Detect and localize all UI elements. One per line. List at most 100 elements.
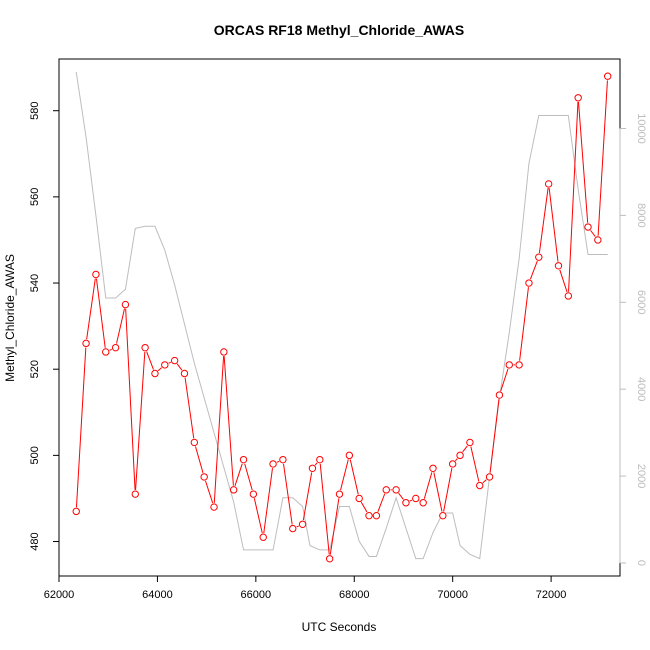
data-point — [180, 369, 189, 378]
data-point — [190, 438, 199, 447]
series-segment-red — [500, 368, 509, 392]
series-segment-red — [116, 308, 125, 344]
data-point — [298, 520, 307, 528]
x-tick-label: 62000 — [44, 589, 75, 601]
data-point — [92, 270, 100, 279]
y-tick-label: 520 — [29, 360, 41, 378]
series-segment-red — [398, 492, 404, 500]
data-point — [289, 524, 297, 533]
y-tick-label: 480 — [29, 532, 41, 550]
chart-title: ORCAS RF18 Methyl_Chloride_AWAS — [214, 22, 465, 38]
data-point — [456, 451, 464, 460]
data-point — [102, 348, 110, 356]
series-segment-red — [146, 351, 154, 370]
data-point — [505, 361, 513, 369]
series-segment-red — [319, 463, 330, 555]
series-segment-red — [135, 351, 146, 490]
data-point — [82, 339, 90, 348]
data-point — [121, 300, 130, 309]
y2-tick-label: 10000 — [635, 113, 647, 144]
series-segment-red — [109, 348, 112, 351]
data-point — [131, 490, 139, 498]
series-segment-red — [409, 499, 413, 502]
series-segment-red — [568, 101, 579, 292]
series-segment-red — [195, 446, 204, 474]
data-point — [372, 511, 381, 520]
x-axis-label: UTC Seconds — [302, 620, 377, 634]
data-point — [325, 555, 334, 563]
x-tick-label: 72000 — [536, 589, 567, 601]
plot-frame — [58, 58, 621, 577]
series-segment-red — [204, 480, 214, 504]
series-segment-red — [302, 472, 313, 521]
y-tick-label: 560 — [29, 188, 41, 206]
data-point — [544, 180, 553, 188]
data-point — [161, 361, 169, 369]
data-point — [419, 499, 427, 507]
y2-tick-label: 8000 — [635, 203, 647, 227]
data-point — [574, 94, 582, 102]
data-point — [466, 438, 474, 447]
series-segment-red — [283, 463, 293, 525]
series-segment-red — [223, 356, 234, 486]
data-point — [355, 494, 363, 503]
data-point — [412, 494, 420, 503]
series-segment-red — [423, 472, 433, 499]
data-point — [535, 253, 543, 261]
series-segment-red — [125, 308, 136, 490]
series-segment-red — [168, 361, 171, 364]
series-red — [72, 72, 612, 563]
series-segment-red — [176, 363, 183, 371]
data-point — [345, 451, 354, 460]
series-segment-red — [443, 468, 453, 512]
data-point — [365, 511, 373, 520]
y-axis-label: Methyl_Chloride_AWAS — [3, 254, 17, 382]
series-segment-red — [597, 80, 608, 236]
data-point — [439, 511, 447, 520]
series-segment-red — [462, 445, 468, 453]
data-point — [259, 533, 267, 541]
data-point — [564, 292, 573, 300]
series-segment-red — [329, 498, 340, 555]
data-point — [382, 486, 390, 494]
y-axis-right: 0 2000 4000 6000 8000 10000 — [619, 113, 647, 566]
data-point — [429, 464, 437, 472]
y2-tick-label: 6000 — [635, 290, 647, 314]
series-segment-red — [263, 468, 274, 534]
series-segment-red — [244, 463, 253, 491]
series-segment-red — [349, 459, 359, 495]
series-segment-red — [548, 188, 559, 262]
data-point — [210, 503, 218, 511]
y2-tick-label: 4000 — [635, 377, 647, 401]
series-segment-red — [296, 525, 299, 528]
x-tick-label: 66000 — [241, 589, 272, 601]
series-segment-red — [234, 463, 243, 486]
y-tick-label: 500 — [29, 446, 41, 464]
series-segment-red — [559, 269, 568, 293]
data-point — [476, 481, 484, 490]
y-tick-label: 580 — [29, 102, 41, 120]
y-tick-label: 540 — [29, 274, 41, 292]
y2-tick-label: 0 — [635, 560, 647, 566]
data-point — [279, 455, 287, 464]
data-point — [392, 486, 400, 494]
data-point — [229, 486, 238, 494]
data-point — [316, 455, 324, 464]
data-point — [603, 72, 612, 80]
data-point — [111, 343, 120, 352]
x-axis: 62000 64000 66000 68000 70000 72000 — [44, 575, 567, 601]
series-segment-red — [433, 472, 443, 512]
data-point — [525, 279, 533, 287]
series-segment-red — [340, 459, 349, 491]
data-point — [485, 473, 494, 481]
data-point — [141, 343, 149, 352]
data-point — [151, 369, 159, 378]
series-segment-red — [482, 479, 487, 484]
data-point — [72, 507, 80, 516]
series-segment-red — [75, 347, 87, 508]
series-gray — [75, 71, 608, 560]
series-line-gray — [75, 71, 608, 560]
series-segment-red — [538, 188, 549, 254]
series-segment-red — [377, 493, 386, 512]
